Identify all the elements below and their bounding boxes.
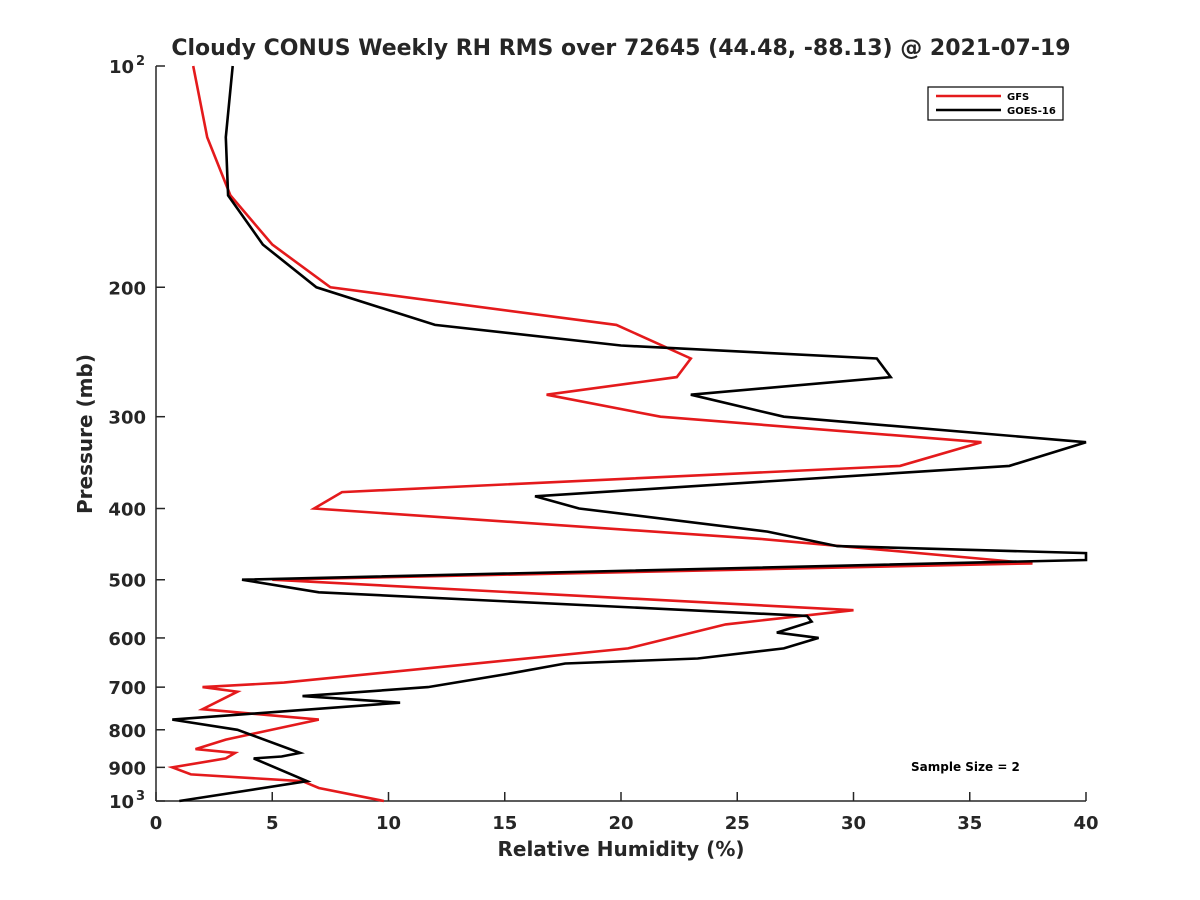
x-tick-label: 15 [492, 813, 517, 834]
y-tick-label: 200 [108, 278, 146, 299]
series-line-goes-16 [172, 65, 1088, 803]
sample-size-annotation: Sample Size = 2 [911, 760, 1020, 774]
series-line-gfs [167, 65, 1033, 803]
y-tick-label: 400 [108, 500, 146, 521]
x-tick-label: 25 [725, 813, 750, 834]
series-lines [167, 65, 1088, 803]
y-tick-label: 900 [108, 758, 146, 779]
y-tick-label: 800 [108, 721, 146, 742]
x-axis-ticks: 0 5 10 15 20 25 30 35 40 [150, 792, 1099, 834]
x-tick-label: 20 [608, 813, 633, 834]
y-tick-label: 700 [108, 678, 146, 699]
x-tick-label: 5 [266, 813, 279, 834]
x-tick-label: 30 [841, 813, 866, 834]
legend-box [927, 86, 1064, 121]
y-tick-exponent: 3 [136, 789, 145, 804]
y-axis-label: Pressure (mb) [73, 354, 97, 514]
x-axis-label: Relative Humidity (%) [497, 837, 744, 861]
x-tick-label: 10 [376, 813, 401, 834]
legend-label-gfs: GFS [1007, 92, 1029, 103]
x-tick-label: 35 [957, 813, 982, 834]
x-tick-label: 0 [150, 813, 163, 834]
y-tick-label: 300 [108, 408, 146, 429]
y-tick-label: 600 [108, 629, 146, 650]
y-tick-label: 10 [109, 792, 134, 813]
y-tick-exponent: 2 [136, 54, 145, 69]
x-tick-label: 40 [1073, 813, 1098, 834]
legend: GFS GOES-16 [927, 86, 1064, 121]
y-tick-label: 10 [109, 57, 134, 78]
legend-label-goes16: GOES-16 [1007, 106, 1056, 117]
y-tick-label: 500 [108, 571, 146, 592]
chart-title: Cloudy CONUS Weekly RH RMS over 72645 (4… [171, 36, 1070, 61]
